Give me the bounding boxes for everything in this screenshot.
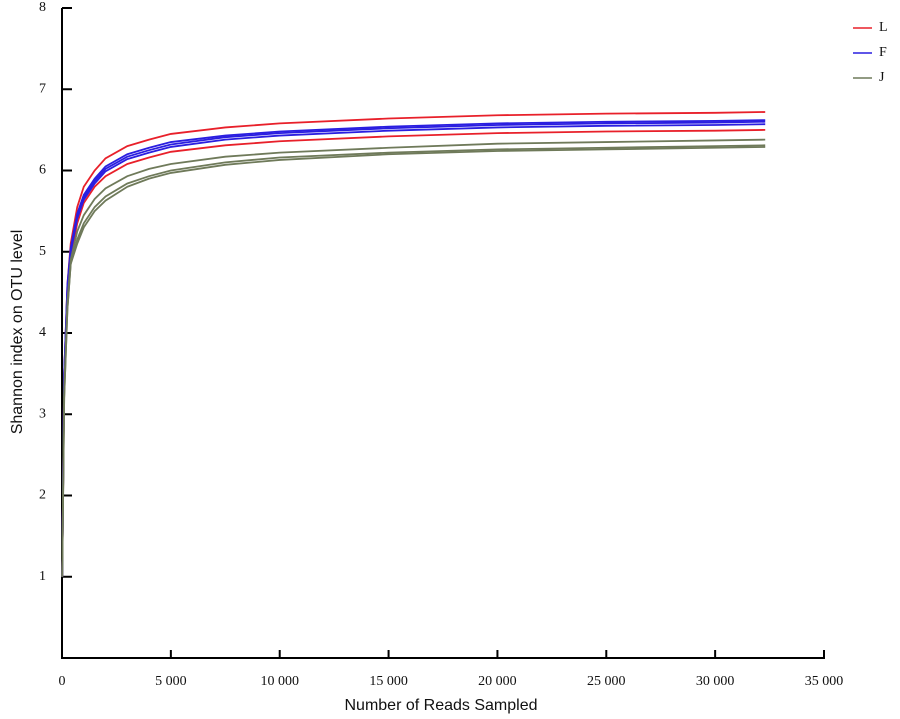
y-tick-label: 5 xyxy=(39,244,46,259)
rarefaction-curve xyxy=(61,123,766,577)
x-tick-label: 20 000 xyxy=(478,674,517,689)
y-axis-title: Shannon index on OTU level xyxy=(9,230,26,435)
rarefaction-curve xyxy=(61,111,766,577)
rarefaction-curve xyxy=(61,128,766,577)
rarefaction-curve xyxy=(61,120,766,577)
y-tick-label: 3 xyxy=(39,406,46,421)
legend-label: J xyxy=(879,70,885,85)
rarefaction-curve xyxy=(61,138,766,577)
y-tick-label: 6 xyxy=(39,163,46,178)
y-tick-label: 7 xyxy=(39,81,46,96)
y-tick-label: 1 xyxy=(39,569,46,584)
rarefaction-curve xyxy=(61,119,766,577)
x-tick-label: 15 000 xyxy=(369,674,408,689)
y-tick-label: 2 xyxy=(39,488,46,503)
y-tick-label: 4 xyxy=(39,325,46,340)
rarefaction-curve xyxy=(61,146,766,577)
x-axis-title: Number of Reads Sampled xyxy=(345,697,538,714)
x-tick-label: 0 xyxy=(59,674,66,689)
x-tick-label: 30 000 xyxy=(696,674,735,689)
legend-label: F xyxy=(879,45,887,60)
x-tick-label: 25 000 xyxy=(587,674,626,689)
x-tick-label: 5 000 xyxy=(155,674,187,689)
rarefaction-curve xyxy=(61,144,766,577)
x-tick-label: 10 000 xyxy=(260,674,299,689)
x-tick-label: 35 000 xyxy=(805,674,844,689)
legend-label: L xyxy=(879,20,888,35)
y-tick-label: 8 xyxy=(39,0,46,15)
